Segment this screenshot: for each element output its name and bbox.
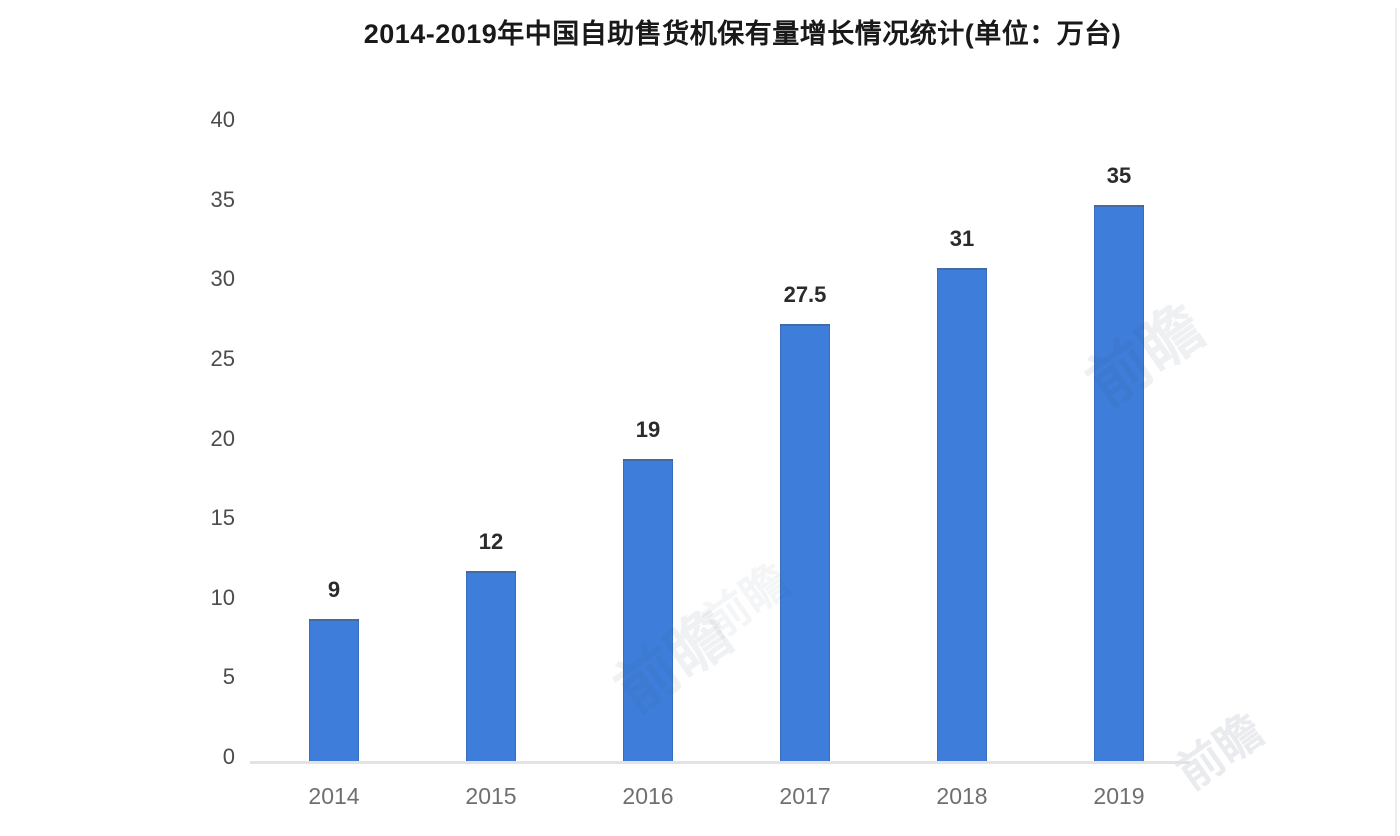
bar-value-label: 35 xyxy=(1106,163,1132,188)
bar-2018 xyxy=(937,268,987,762)
y-axis-tick-label: 35 xyxy=(210,186,235,212)
bar-value-label: 9 xyxy=(327,577,341,602)
y-axis-tick-label: 0 xyxy=(222,744,235,769)
x-axis-tick-label: 2014 xyxy=(308,783,360,809)
y-axis-tick-label: 30 xyxy=(210,266,235,292)
y-axis-tick-label: 25 xyxy=(210,345,235,371)
x-axis-tick-label: 2018 xyxy=(936,783,988,809)
chart-title: 2014-2019年中国自助售货机保有量增长情况统计(单位：万台) xyxy=(363,19,1122,49)
x-axis-tick-label: 2019 xyxy=(1093,783,1145,809)
x-axis-tick-label: 2015 xyxy=(465,783,517,809)
x-axis-tick-label: 2016 xyxy=(622,783,674,809)
bar-value-label: 27.5 xyxy=(783,282,827,307)
y-axis-tick-label: 40 xyxy=(210,107,235,132)
y-axis-tick-label: 20 xyxy=(210,425,235,451)
right-edge-line xyxy=(1395,8,1397,836)
bar-2015 xyxy=(466,571,516,762)
bar-value-label: 12 xyxy=(478,529,504,554)
x-axis-line xyxy=(250,761,1190,764)
bar-2016 xyxy=(623,459,673,762)
bar-value-label: 19 xyxy=(635,417,661,442)
bar-2017 xyxy=(780,324,830,762)
bar-2019 xyxy=(1094,205,1144,762)
bar-2014 xyxy=(309,619,359,762)
y-axis-tick-label: 5 xyxy=(222,664,235,690)
y-axis-tick-label: 10 xyxy=(210,584,235,610)
x-axis-tick-label: 2017 xyxy=(779,783,831,809)
y-axis-tick-label: 15 xyxy=(210,505,235,531)
bar-value-label: 31 xyxy=(949,226,975,251)
